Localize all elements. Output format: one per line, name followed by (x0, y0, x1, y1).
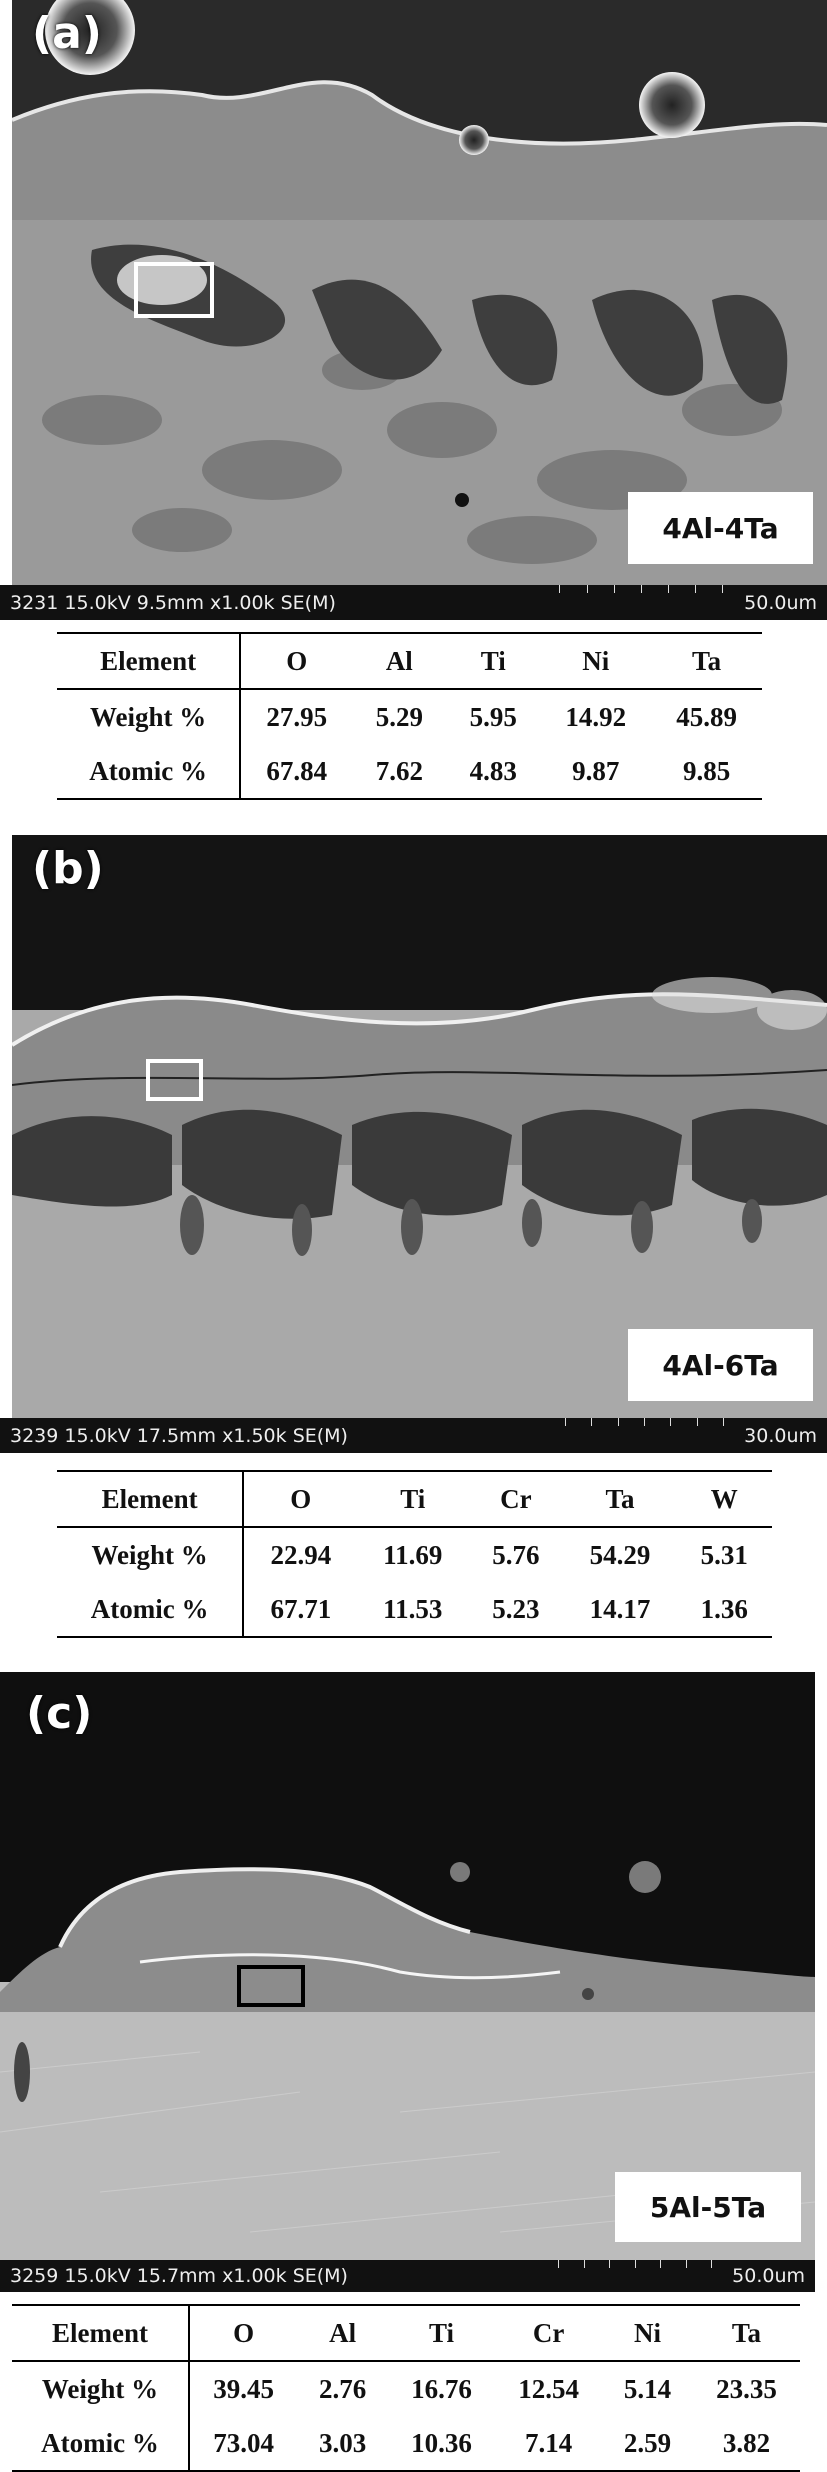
sem-info-text: 3231 15.0kV 9.5mm x1.00k SE(M) (10, 591, 336, 614)
table-cell: 23.35 (716, 2373, 777, 2404)
table-cell: Ta (692, 2305, 800, 2362)
table-cell: 2.59 (623, 2427, 672, 2458)
table-header-row: Element O Al Ti Ni Ta (57, 633, 762, 690)
sample-label: 4Al-6Ta (628, 1329, 813, 1401)
table-row: Weight % 27.95 5.29 5.95 14.92 45.89 (57, 689, 762, 744)
table-cell: 27.95 (266, 701, 328, 732)
table-cell: Ni (602, 2305, 693, 2362)
table-cell: 1.36 (700, 1593, 748, 1624)
table-cell: 11.53 (383, 1593, 443, 1624)
table-row: Weight % 39.45 2.76 16.76 12.54 5.14 23.… (12, 2361, 800, 2416)
panel-label: (a) (32, 8, 102, 59)
analysis-region-marker (146, 1059, 203, 1101)
table-cell: Atomic % (57, 1582, 245, 1637)
table-cell: Atomic % (12, 2416, 190, 2471)
table-cell: 5.14 (623, 2373, 672, 2404)
table-cell: 2.76 (319, 2373, 367, 2404)
table-cell: 3.03 (319, 2427, 367, 2458)
table-row: Weight % 22.94 11.69 5.76 54.29 5.31 (57, 1527, 772, 1582)
table-cell: O (240, 633, 353, 690)
scale-ticks (358, 1418, 734, 1453)
table-cell: 7.14 (524, 2427, 573, 2458)
table-cell: 39.45 (213, 2373, 274, 2404)
scale-bar-label: 30.0um (744, 1424, 817, 1447)
table-cell: 16.76 (411, 2373, 472, 2404)
scale-ticks (358, 2260, 722, 2292)
table-row: Atomic % 67.84 7.62 4.83 9.87 9.85 (57, 744, 762, 799)
table-cell: 5.95 (469, 701, 517, 732)
table-cell: 45.89 (676, 701, 737, 732)
scale-bar-label: 50.0um (744, 591, 817, 614)
eds-table: Element O Ti Cr Ta W Weight % 22.94 11.6… (57, 1470, 772, 1638)
table-cell: 5.31 (700, 1539, 748, 1570)
table-cell: 10.36 (411, 2427, 472, 2458)
table-cell: 7.62 (375, 755, 423, 786)
panel-label: (c) (26, 1688, 93, 1739)
sample-label: 5Al-5Ta (615, 2172, 801, 2242)
table-cell: Al (352, 633, 447, 690)
table-cell: Element (57, 1471, 245, 1528)
panel-b: (b) 4Al-6Ta 3239 15.0kV 17.5mm x1.50k SE… (0, 835, 827, 1650)
eds-table: Element O Al Ti Ni Ta Weight % 27.95 5.2… (57, 632, 762, 800)
table-cell: 11.69 (383, 1539, 443, 1570)
table-row: Atomic % 73.04 3.03 10.36 7.14 2.59 3.82 (12, 2416, 800, 2471)
sem-info-bar: 3239 15.0kV 17.5mm x1.50k SE(M) 30.0um (0, 1418, 827, 1453)
table-cell: Weight % (12, 2361, 190, 2416)
table-cell: 3.82 (722, 2427, 771, 2458)
table-cell: 22.94 (270, 1539, 332, 1570)
table-cell: Element (12, 2305, 190, 2362)
table-header-row: Element O Al Ti Cr Ni Ta (12, 2305, 800, 2362)
table-cell: 9.85 (682, 755, 731, 786)
table-cell: 73.04 (213, 2427, 274, 2458)
panel-c: (c) 5Al-5Ta 3259 15.0kV 15.7mm x1.00k SE… (0, 1672, 827, 2472)
table-cell: 5.23 (492, 1593, 540, 1624)
table-cell: O (243, 1471, 358, 1528)
table-cell: 54.29 (589, 1539, 651, 1570)
analysis-region-marker (237, 1965, 305, 2007)
table-cell: Cr (468, 1471, 564, 1528)
table-cell: Ti (446, 633, 541, 690)
table-cell: 12.54 (518, 2373, 579, 2404)
table-cell: Atomic % (57, 744, 242, 799)
table-cell: Ni (540, 633, 652, 690)
sample-label: 4Al-4Ta (628, 492, 813, 564)
sem-info-bar: 3231 15.0kV 9.5mm x1.00k SE(M) 50.0um (0, 585, 827, 620)
scale-ticks (346, 585, 734, 620)
sem-info-text: 3259 15.0kV 15.7mm x1.00k SE(M) (10, 2265, 348, 2287)
table-cell: 5.29 (375, 701, 423, 732)
table-cell: Ta (563, 1471, 677, 1528)
table-cell: Al (297, 2305, 389, 2362)
table-cell: Cr (495, 2305, 603, 2362)
table-cell: O (188, 2305, 298, 2362)
table-cell: Weight % (57, 689, 242, 744)
table-cell: Element (57, 633, 242, 690)
table-cell: Ti (388, 2305, 496, 2362)
eds-table: Element O Al Ti Cr Ni Ta Weight % 39.45 … (12, 2304, 800, 2472)
sem-image-b (12, 835, 827, 1418)
table-cell: Weight % (57, 1527, 245, 1582)
table-cell: 14.17 (589, 1593, 651, 1624)
panel-a: (a) 4Al-4Ta 3231 15.0kV 9.5mm x1.00k SE(… (0, 0, 827, 810)
table-cell: 67.84 (266, 755, 328, 786)
table-header-row: Element O Ti Cr Ta W (57, 1471, 772, 1528)
table-cell: 4.83 (469, 755, 517, 786)
analysis-region-marker (134, 262, 214, 318)
table-cell: W (676, 1471, 772, 1528)
table-cell: 67.71 (270, 1593, 332, 1624)
table-cell: 9.87 (572, 755, 620, 786)
sem-info-text: 3239 15.0kV 17.5mm x1.50k SE(M) (10, 1424, 348, 1447)
scale-bar-label: 50.0um (732, 2265, 805, 2287)
table-cell: 14.92 (565, 701, 627, 732)
table-cell: 5.76 (492, 1539, 540, 1570)
table-cell: Ta (651, 633, 762, 690)
panel-label: (b) (32, 843, 104, 894)
table-row: Atomic % 67.71 11.53 5.23 14.17 1.36 (57, 1582, 772, 1637)
sem-image-c (0, 1672, 815, 2260)
sem-info-bar: 3259 15.0kV 15.7mm x1.00k SE(M) 50.0um (0, 2260, 815, 2292)
table-cell: Ti (357, 1471, 469, 1528)
